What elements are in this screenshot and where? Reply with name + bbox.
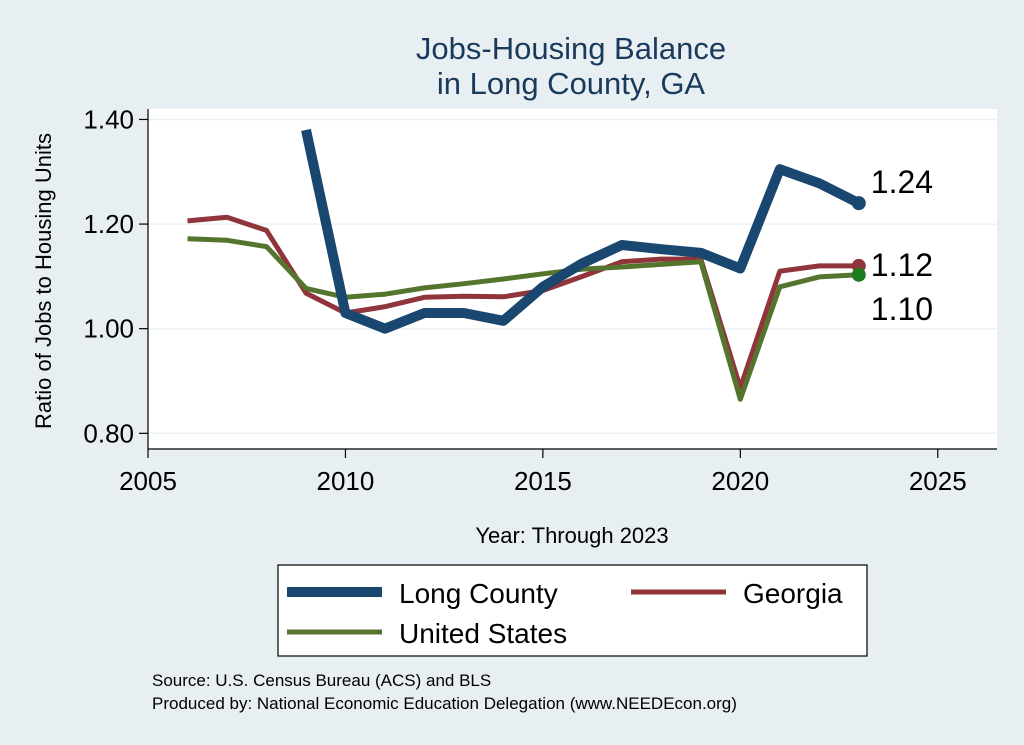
y-axis-title: Ratio of Jobs to Housing Units [31,133,56,429]
endpoint-dot-united-states [851,267,866,282]
endpoint-dot-long-county [851,196,866,211]
grid [148,118,997,435]
x-tick-label: 2005 [119,466,177,496]
chart-title-line-1: Jobs-Housing Balance [416,31,726,66]
end-label-long-county: 1.24 [871,164,933,200]
y-tick-label: 0.80 [83,418,134,448]
end-label-georgia: 1.12 [871,247,933,283]
y-tick-label: 1.40 [83,104,134,134]
x-tick-label: 2020 [711,466,769,496]
series-line-long-county [301,128,862,334]
legend: Long County Georgia United States [277,564,868,657]
produced-by-line: Produced by: National Economic Education… [152,694,737,713]
chart-title-line-2: in Long County, GA [437,66,706,101]
x-axis-title: Year: Through 2023 [475,523,668,548]
x-tick-label: 2025 [909,466,967,496]
y-tick-label: 1.00 [83,314,134,344]
legend-label-united-states: United States [399,618,567,649]
end-label-united-states: 1.10 [871,291,933,327]
series-end-labels: 1.24 1.12 1.10 [871,164,933,327]
y-tick-label: 1.20 [83,209,134,239]
x-tick-label: 2010 [317,466,375,496]
legend-box [277,564,868,657]
x-axis-ticks: 2005 2010 2015 2020 2025 [119,449,967,496]
legend-label-georgia: Georgia [743,578,843,609]
legend-label-long-county: Long County [399,578,558,609]
series-endpoints [851,196,866,282]
series-line-united-states [187,236,859,402]
x-tick-label: 2015 [514,466,572,496]
series-lines [187,128,862,402]
source-line: Source: U.S. Census Bureau (ACS) and BLS [152,671,491,690]
y-axis-ticks: 0.80 1.00 1.20 1.40 [83,104,148,448]
